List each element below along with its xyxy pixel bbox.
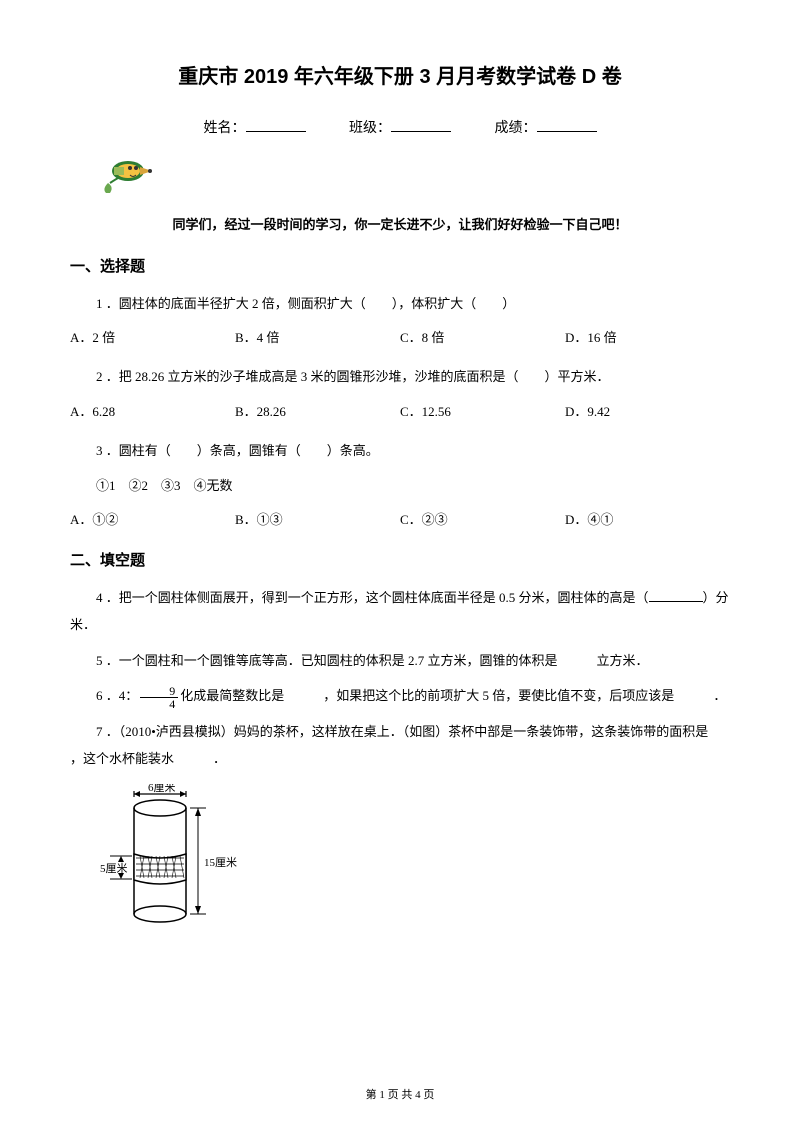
section-2-title: 二、填空题 [70, 549, 730, 570]
section-1-title: 一、选择题 [70, 255, 730, 276]
student-info-line: 姓名： 班级： 成绩： [70, 117, 730, 137]
q6-frac-den: 4 [140, 698, 178, 710]
cup-figure: 6厘米 5厘米 15厘米 [100, 784, 730, 939]
question-2: 2 ．把 28.26 立方米的沙子堆成高是 3 米的圆锥形沙堆，沙堆的底面积是（… [70, 363, 730, 390]
q6-text-a: 6 ．4： [96, 688, 138, 703]
question-1-options: A．2 倍 B．4 倍 C．8 倍 D．16 倍 [70, 325, 730, 351]
cup-top-label: 6厘米 [148, 784, 176, 794]
q1-opt-c: C．8 倍 [400, 325, 565, 351]
q6-text-d: ． [713, 688, 726, 703]
q2-opt-b: B．28.26 [235, 399, 400, 425]
question-1: 1 ．圆柱体的底面半径扩大 2 倍，侧面积扩大（ ），体积扩大（ ） [70, 290, 730, 317]
question-5: 5 ．一个圆柱和一个圆锥等底等高．已知圆柱的体积是 2.7 立方米，圆锥的体积是… [70, 647, 730, 674]
page-footer: 第 1 页 共 4 页 [0, 1086, 800, 1102]
q7-text-c: ． [213, 751, 226, 766]
question-4: 4 ．把一个圆柱体侧面展开，得到一个正方形，这个圆柱体底面半径是 0.5 分米，… [70, 584, 730, 639]
q7-text-a: 7 ．（2010•泸西县模拟）妈妈的茶杯，这样放在桌上．（如图）茶杯中部是一条装… [96, 724, 708, 739]
question-2-options: A．6.28 B．28.26 C．12.56 D．9.42 [70, 399, 730, 425]
score-label: 成绩： [495, 121, 537, 136]
cup-side-label: 5厘米 [100, 862, 128, 875]
q4-blank [649, 590, 703, 602]
encourage-text: 同学们，经过一段时间的学习，你一定长进不少，让我们好好检验一下自己吧！ [70, 214, 730, 233]
q6-frac-num: 9 [140, 685, 178, 698]
q2-opt-a: A．6.28 [70, 399, 235, 425]
q1-opt-d: D．16 倍 [565, 325, 730, 351]
cup-height-label: 15厘米 [204, 856, 237, 869]
q1-opt-a: A．2 倍 [70, 325, 235, 351]
q3-opt-a: A．①② [70, 507, 235, 533]
q5-text-b: 立方米． [597, 653, 649, 668]
question-3-options: A．①② B．①③ C．②③ D．④① [70, 507, 730, 533]
class-blank [391, 118, 451, 132]
name-blank [246, 118, 306, 132]
q3-opt-c: C．②③ [400, 507, 565, 533]
question-6: 6 ．4：94化成最简整数比是 ，如果把这个比的前项扩大 5 倍，要使比值不变，… [70, 682, 730, 710]
question-7: 7 ．（2010•泸西县模拟）妈妈的茶杯，这样放在桌上．（如图）茶杯中部是一条装… [70, 718, 730, 773]
q1-opt-b: B．4 倍 [235, 325, 400, 351]
q6-fraction: 94 [140, 685, 178, 710]
class-label: 班级： [349, 121, 391, 136]
q2-opt-d: D．9.42 [565, 399, 730, 425]
name-label: 姓名： [204, 121, 246, 136]
q2-opt-c: C．12.56 [400, 399, 565, 425]
q6-text-c: ，如果把这个比的前项扩大 5 倍，要使比值不变，后项应该是 [323, 688, 674, 703]
page-title: 重庆市 2019 年六年级下册 3 月月考数学试卷 D 卷 [70, 60, 730, 89]
q6-text-b: 化成最简整数比是 [180, 688, 284, 703]
q3-opt-b: B．①③ [235, 507, 400, 533]
question-3-sub: ①1 ②2 ③3 ④无数 [70, 472, 730, 499]
q4-text-a: 4 ．把一个圆柱体侧面展开，得到一个正方形，这个圆柱体底面半径是 0.5 分米，… [96, 590, 649, 605]
question-3: 3 ．圆柱有（ ）条高，圆锥有（ ）条高。 [70, 437, 730, 464]
pencil-icon [100, 153, 730, 202]
q3-opt-d: D．④① [565, 507, 730, 533]
q5-text-a: 5 ．一个圆柱和一个圆锥等底等高．已知圆柱的体积是 2.7 立方米，圆锥的体积是 [96, 653, 558, 668]
score-blank [537, 118, 597, 132]
q7-text-b: ，这个水杯能装水 [70, 751, 174, 766]
